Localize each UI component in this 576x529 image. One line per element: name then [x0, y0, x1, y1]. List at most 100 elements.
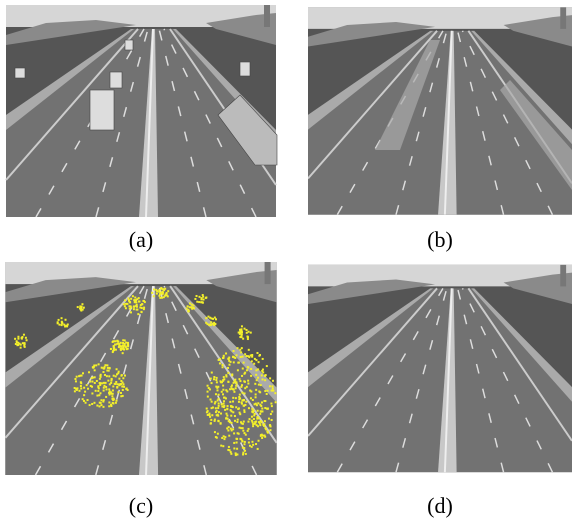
feature-point: [107, 379, 110, 382]
feature-point: [165, 294, 168, 297]
vehicles: [14, 39, 278, 166]
feature-point: [234, 452, 237, 455]
feature-point: [213, 378, 216, 381]
feature-point: [226, 414, 229, 417]
feature-point: [246, 336, 249, 339]
feature-point: [247, 382, 250, 385]
feature-point: [100, 382, 103, 385]
feature-point: [222, 354, 225, 357]
feature-point: [209, 415, 212, 418]
feature-point: [222, 435, 225, 438]
feature-point: [240, 351, 243, 354]
feature-point: [261, 436, 264, 439]
feature-point: [233, 415, 236, 418]
feature-point: [117, 391, 120, 394]
feature-point: [155, 292, 158, 295]
feature-point: [209, 377, 212, 380]
feature-point: [138, 300, 141, 303]
feature-point: [221, 363, 224, 366]
feature-point: [191, 307, 194, 310]
feature-point: [152, 288, 155, 291]
feature-point: [245, 331, 248, 334]
feature-point: [100, 366, 103, 369]
panel-b: (b): [308, 6, 572, 252]
feature-point: [238, 393, 241, 396]
feature-point: [255, 424, 258, 427]
feature-point: [222, 379, 225, 382]
feature-point: [110, 381, 113, 384]
feature-point: [257, 402, 260, 405]
feature-point: [97, 389, 100, 392]
feature-point: [246, 366, 249, 369]
feature-point: [232, 400, 235, 403]
feature-point: [123, 342, 126, 345]
feature-point: [23, 345, 26, 348]
feature-point: [133, 301, 136, 304]
feature-point: [240, 422, 243, 425]
feature-point: [80, 305, 83, 308]
feature-point: [252, 409, 255, 412]
feature-point: [240, 401, 243, 404]
feature-point: [121, 352, 124, 355]
feature-point: [120, 380, 123, 383]
feature-point: [159, 293, 162, 296]
feature-point: [240, 347, 243, 350]
feature-point: [106, 369, 109, 372]
feature-point: [216, 432, 219, 435]
feature-point: [240, 427, 243, 430]
feature-point: [220, 444, 223, 447]
feature-point: [222, 357, 225, 360]
feature-point: [160, 287, 163, 290]
feature-point: [255, 443, 258, 446]
feature-point: [119, 341, 122, 344]
feature-point: [208, 324, 211, 327]
feature-point: [112, 399, 115, 402]
feature-point: [119, 391, 122, 394]
feature-point: [258, 421, 261, 424]
feature-point: [228, 359, 231, 362]
feature-point: [238, 328, 241, 331]
feature-point: [274, 392, 277, 395]
feature-point: [256, 425, 259, 428]
feature-point: [64, 325, 67, 328]
feature-point: [66, 323, 69, 326]
feature-point: [251, 355, 254, 358]
feature-point: [102, 399, 105, 402]
feature-point: [126, 302, 129, 305]
feature-point: [263, 423, 266, 426]
feature-point: [108, 375, 111, 378]
feature-point: [242, 451, 245, 454]
feature-point: [17, 341, 20, 344]
feature-point: [15, 341, 18, 344]
feature-point: [158, 294, 161, 297]
feature-point: [96, 404, 99, 407]
feature-point: [221, 405, 224, 408]
feature-point: [232, 411, 235, 414]
feature-point: [22, 333, 25, 336]
feature-point: [19, 343, 22, 346]
feature-point: [212, 317, 215, 320]
feature-point: [236, 447, 239, 450]
feature-point: [269, 377, 272, 380]
feature-point: [217, 385, 220, 388]
feature-point: [251, 440, 254, 443]
feature-point: [255, 379, 258, 382]
feature-point: [252, 443, 255, 446]
feature-point: [122, 341, 125, 344]
feature-point: [165, 292, 168, 295]
feature-point: [213, 402, 216, 405]
feature-point: [84, 390, 87, 393]
feature-point: [264, 390, 267, 393]
feature-point: [243, 392, 246, 395]
feature-point: [108, 391, 111, 394]
feature-point: [110, 377, 113, 380]
feature-point: [117, 372, 120, 375]
feature-point: [90, 377, 93, 380]
feature-point: [209, 316, 212, 319]
feature-point: [222, 384, 225, 387]
feature-point: [200, 301, 203, 304]
feature-point: [122, 339, 125, 342]
feature-point: [129, 301, 132, 304]
feature-point: [226, 408, 229, 411]
feature-point: [111, 392, 114, 395]
